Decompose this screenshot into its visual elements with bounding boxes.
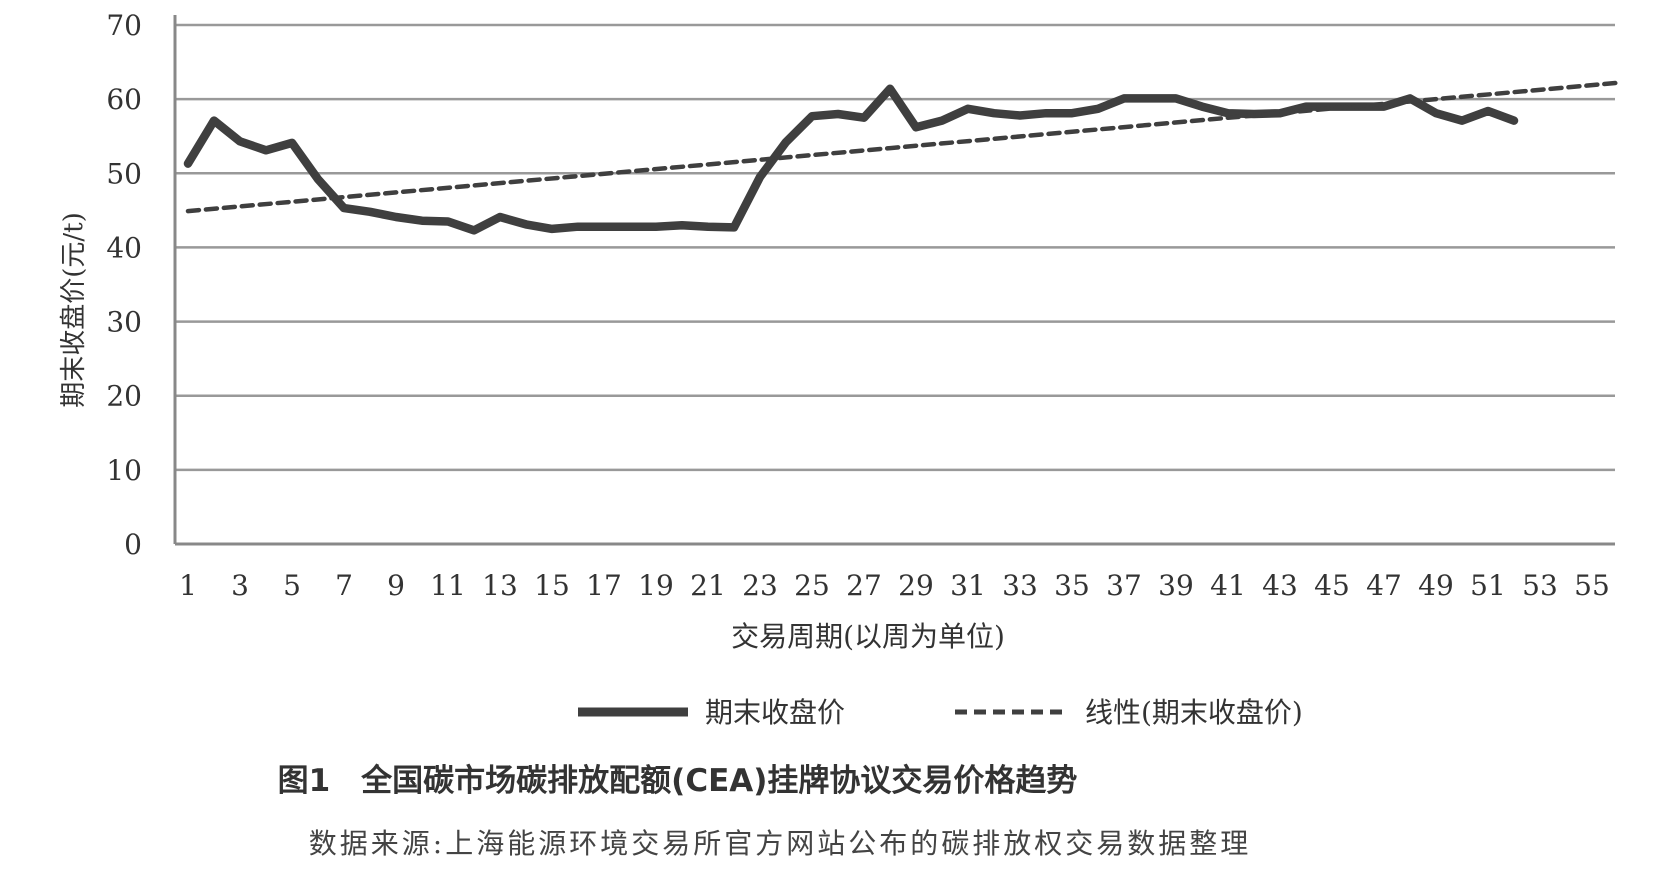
x-tick-label: 29 <box>898 569 934 602</box>
trendline-series <box>185 80 1621 214</box>
legend: 期末收盘价 线性(期末收盘价) <box>578 696 1303 729</box>
y-tick-label: 0 <box>124 528 142 561</box>
x-tick-label: 55 <box>1574 569 1610 602</box>
x-tick-label: 1 <box>179 569 197 602</box>
x-tick-label: 41 <box>1210 569 1246 602</box>
y-tick-label: 10 <box>106 454 142 487</box>
x-tick-label: 31 <box>950 569 986 602</box>
x-tick-label: 47 <box>1366 569 1402 602</box>
y-tick-label: 30 <box>106 306 142 339</box>
y-tick-label: 60 <box>106 83 142 116</box>
gridlines <box>173 15 1615 546</box>
x-tick-label: 45 <box>1314 569 1350 602</box>
x-tick-label: 15 <box>534 569 570 602</box>
x-tick-label: 49 <box>1418 569 1454 602</box>
x-tick-label: 11 <box>430 569 466 602</box>
x-tick-label: 7 <box>335 569 353 602</box>
x-tick-label: 43 <box>1262 569 1298 602</box>
y-tick-label: 20 <box>106 380 142 413</box>
x-tick-label: 13 <box>482 569 518 602</box>
y-axis-label: 期末收盘价(元/t) <box>59 212 89 408</box>
x-tick-label: 19 <box>638 569 674 602</box>
legend-label-trend: 线性(期末收盘价) <box>1085 696 1303 729</box>
figure-caption-title: 图1 全国碳市场碳排放配额(CEA)挂牌协议交易价格趋势 <box>277 763 1078 799</box>
y-tick-label: 70 <box>106 9 142 42</box>
legend-label-series: 期末收盘价 <box>705 696 845 729</box>
x-tick-label: 33 <box>1002 569 1038 602</box>
figure-caption-source: 数据来源:上海能源环境交易所官方网站公布的碳排放权交易数据整理 <box>308 827 1252 860</box>
x-tick-label: 5 <box>283 569 301 602</box>
series-lines <box>183 80 1621 235</box>
y-tick-label: 40 <box>106 231 142 264</box>
x-tick-label: 27 <box>846 569 882 602</box>
y-tick-labels: 0 10 20 30 40 50 60 70 <box>106 9 142 561</box>
x-tick-label: 51 <box>1470 569 1506 602</box>
x-axis-label: 交易周期(以周为单位) <box>731 620 1005 653</box>
x-tick-label: 3 <box>231 569 249 602</box>
x-tick-label: 39 <box>1158 569 1194 602</box>
x-tick-label: 53 <box>1522 569 1558 602</box>
x-tick-label: 37 <box>1106 569 1142 602</box>
x-tick-label: 23 <box>742 569 778 602</box>
x-tick-label: 35 <box>1054 569 1090 602</box>
x-tick-label: 9 <box>387 569 405 602</box>
y-tick-label: 50 <box>106 157 142 190</box>
x-tick-labels: 1 3 5 7 9 11 13 15 17 19 21 23 25 27 29 31 33 35 37 39 41 43 4… <box>179 569 1610 602</box>
x-tick-label: 25 <box>794 569 830 602</box>
x-tick-label: 21 <box>690 569 726 602</box>
price-series-line <box>183 84 1519 235</box>
x-tick-label: 17 <box>586 569 622 602</box>
